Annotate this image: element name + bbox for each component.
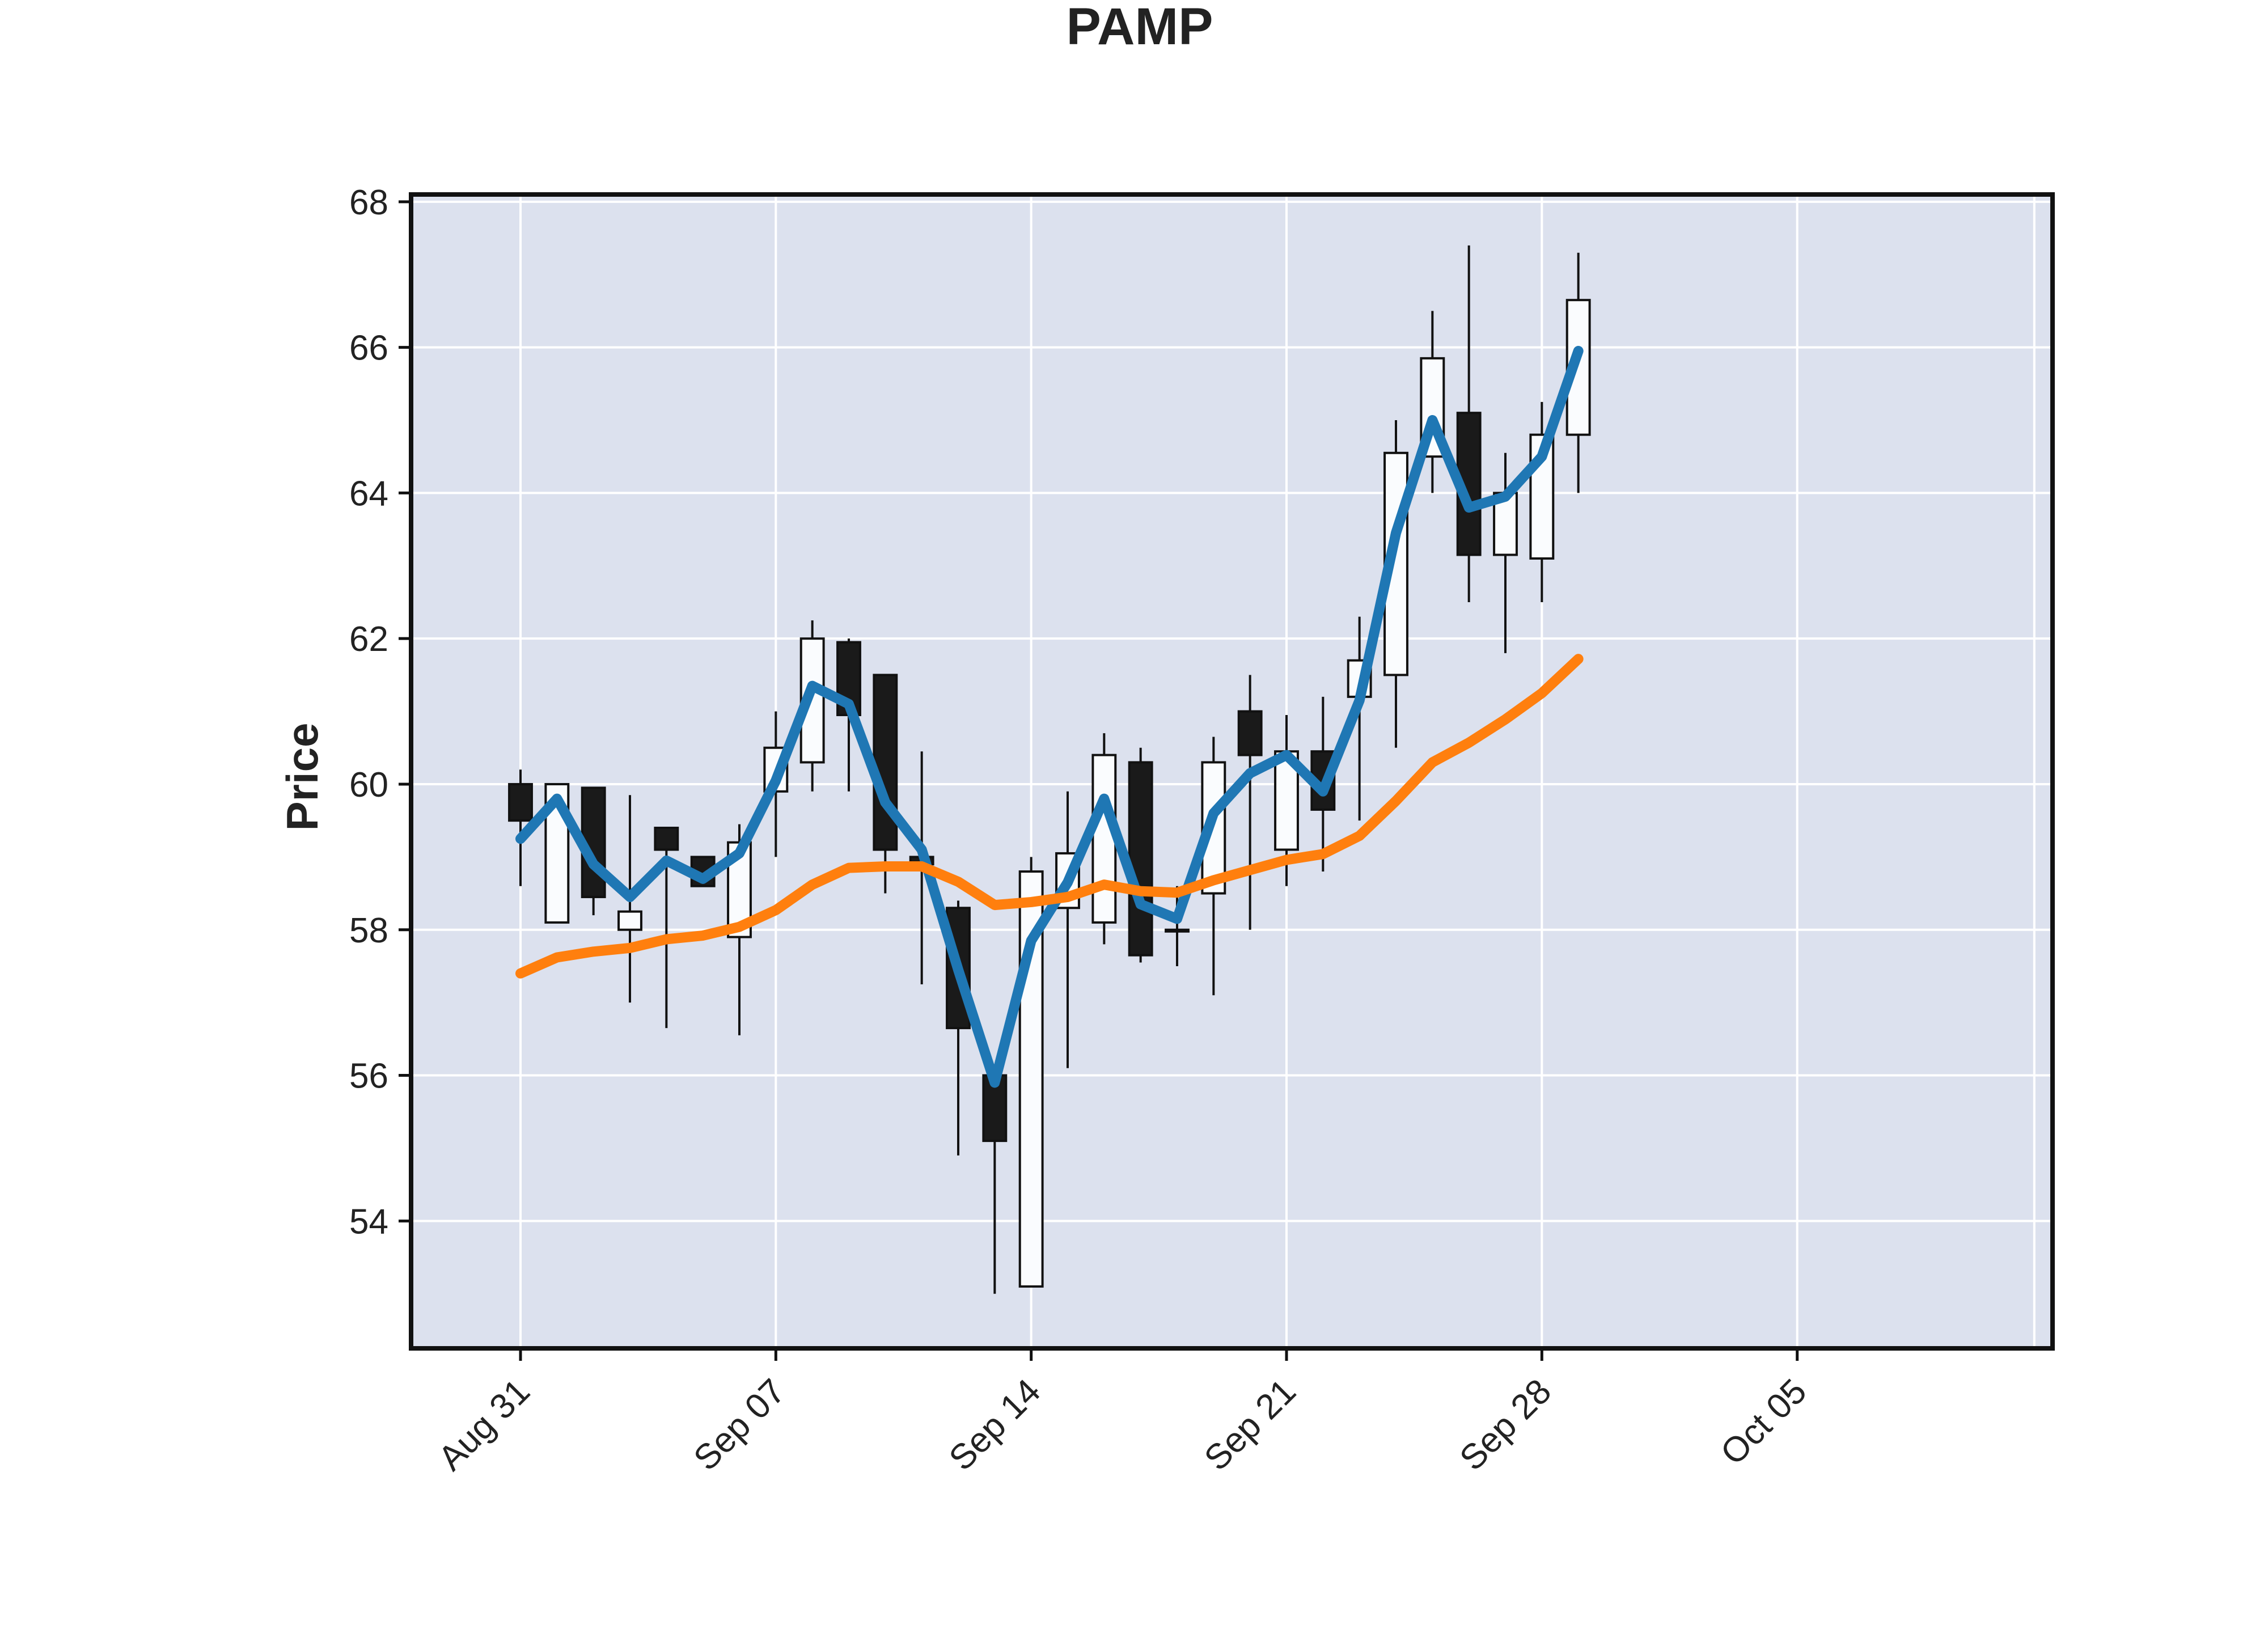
y-axis-ticks: 54 56 58 60 62 64 66 68 [349, 183, 411, 1241]
x-tick-label: Sep 14 [942, 1372, 1048, 1478]
y-tick-label: 64 [349, 474, 388, 513]
y-tick-label: 62 [349, 620, 388, 659]
y-tick-label: 66 [349, 329, 388, 368]
ma-line-1 [515, 346, 1584, 1088]
x-tick-label: Oct 05 [1713, 1372, 1814, 1473]
y-tick-label: 60 [349, 765, 388, 805]
chart-title: PAMP [1067, 0, 1213, 56]
gridlines [411, 194, 2053, 1348]
candle-body [873, 674, 898, 851]
candle-body [982, 1074, 1008, 1143]
y-axis-label: Price [277, 723, 327, 831]
candle-body [1165, 928, 1190, 933]
y-tick-label: 68 [349, 183, 388, 222]
candle-body [654, 827, 679, 851]
candles [508, 245, 1591, 1294]
x-tick-label: Sep 07 [686, 1372, 793, 1478]
x-tick-label: Sep 28 [1452, 1372, 1559, 1478]
ma-line-2 [515, 654, 1584, 979]
candle-body [1128, 761, 1153, 957]
moving-average-lines [515, 346, 1584, 1088]
x-tick-label: Aug 31 [431, 1372, 538, 1478]
candle-body [617, 910, 642, 931]
candle-body [508, 782, 533, 822]
x-tick-label: Sep 21 [1197, 1372, 1304, 1478]
x-axis-ticks: Aug 31 Sep 07 Sep 14 Sep 21 Sep 28 Oct 05 [431, 1348, 1814, 1478]
y-tick-label: 56 [349, 1057, 388, 1096]
candle-body [1237, 710, 1263, 756]
candle-body [1091, 754, 1117, 924]
candle-body [1274, 750, 1299, 851]
plot-frame [409, 192, 2055, 1351]
plot-area [411, 194, 2053, 1348]
y-tick-label: 54 [349, 1202, 388, 1241]
y-tick-label: 58 [349, 911, 388, 950]
